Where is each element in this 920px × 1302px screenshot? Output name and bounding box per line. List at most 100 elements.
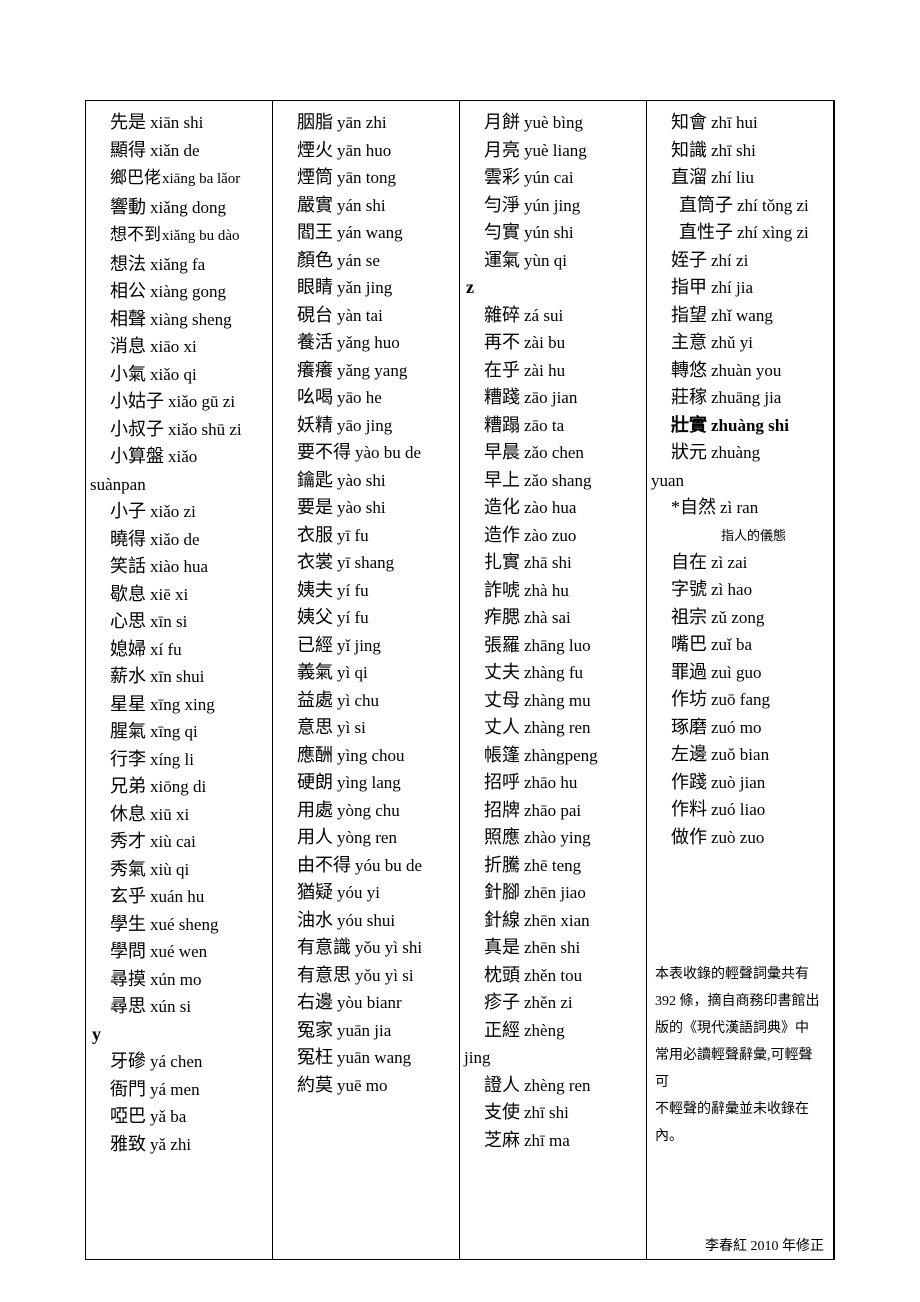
vocab-entry: 丈母zhàng mu xyxy=(464,687,642,715)
pinyin-text: yìng lang xyxy=(337,769,401,797)
pinyin-text: yuè bìng xyxy=(524,109,583,137)
vocab-entry: 歇息xiē xi xyxy=(90,581,268,609)
vocab-entry: 轉悠zhuàn you xyxy=(651,357,829,385)
vocab-entry: 造作zào zuo xyxy=(464,522,642,550)
hanzi-text: 有意識 xyxy=(297,934,351,962)
hanzi-text: 學生 xyxy=(110,911,146,939)
vocab-entry: 妖精yāo jing xyxy=(277,412,455,440)
vocab-entry: *自然zì ran xyxy=(651,494,829,522)
vocab-entry: 腥氣xīng qi xyxy=(90,718,268,746)
vocab-entry: 照應zhào ying xyxy=(464,824,642,852)
pinyin-text: zǔ zong xyxy=(711,604,764,632)
vocab-entry: 主意zhǔ yi xyxy=(651,329,829,357)
vocab-entry: 早晨zǎo chen xyxy=(464,439,642,467)
hanzi-text: 鑰匙 xyxy=(297,467,333,495)
pinyin-text: zhà hu xyxy=(524,577,569,605)
vocab-entry: 秀氣xiù qi xyxy=(90,856,268,884)
pinyin-text: zì hao xyxy=(711,576,752,604)
pinyin-text: zá sui xyxy=(524,302,563,330)
vocab-entry: 勻淨yún jing xyxy=(464,192,642,220)
vocab-entry: 有意思yǒu yì si xyxy=(277,962,455,990)
vocab-entry: 尋思xún si xyxy=(90,993,268,1021)
vocab-entry: 月餅yuè bìng xyxy=(464,109,642,137)
hanzi-text: 妖精 xyxy=(297,412,333,440)
hanzi-text: 約莫 xyxy=(297,1072,333,1100)
pinyin-text: xiǎo qi xyxy=(150,361,197,389)
pinyin-text: zhǐ wang xyxy=(711,302,773,330)
hanzi-text: 祖宗 xyxy=(671,604,707,632)
footnote-text: 392 條，摘自商務印書館出 xyxy=(651,988,829,1015)
pinyin-text: zhuāng jia xyxy=(711,384,781,412)
hanzi-text: 胭脂 xyxy=(297,109,333,137)
pinyin-text: zǎo shang xyxy=(524,467,592,495)
hanzi-text: 鄉巴佬 xyxy=(110,164,161,192)
hanzi-text: 丈母 xyxy=(484,687,520,715)
pinyin-text: xīng qi xyxy=(150,718,198,746)
hanzi-text: 心思 xyxy=(110,608,146,636)
pinyin-text: xiū xi xyxy=(150,801,189,829)
pinyin-text: yǎ zhi xyxy=(150,1131,191,1159)
hanzi-text: 早晨 xyxy=(484,439,520,467)
hanzi-text: 小姑子 xyxy=(110,388,164,416)
hanzi-text: 扎實 xyxy=(484,549,520,577)
hanzi-text: 養活 xyxy=(297,329,333,357)
vocab-entry: 早上zǎo shang xyxy=(464,467,642,495)
pinyin-text: xīn shui xyxy=(150,663,204,691)
pinyin-text: xiǎo gū zi xyxy=(168,388,235,416)
hanzi-text: 芝麻 xyxy=(484,1127,520,1155)
vocab-entry: 造化zào hua xyxy=(464,494,642,522)
pinyin-text: yì si xyxy=(337,714,366,742)
pinyin-text: yuān wang xyxy=(337,1044,411,1072)
hanzi-text: 小算盤 xyxy=(110,443,164,471)
hanzi-text: 詐唬 xyxy=(484,577,520,605)
hanzi-text: 歇息 xyxy=(110,581,146,609)
hanzi-text: 糟踐 xyxy=(484,384,520,412)
pinyin-text: yún jing xyxy=(524,192,580,220)
hanzi-text: 主意 xyxy=(671,329,707,357)
vocab-entry: 做作zuò zuo xyxy=(651,824,829,852)
hanzi-text: 針腳 xyxy=(484,879,520,907)
hanzi-text: 照應 xyxy=(484,824,520,852)
vocab-entry: 冤家yuān jia xyxy=(277,1017,455,1045)
vocab-entry: 嚴實yán shi xyxy=(277,192,455,220)
vocab-entry: 直筒子zhí tǒng zi xyxy=(651,192,829,220)
vocab-entry: 顯得xiǎn de xyxy=(90,137,268,165)
vocab-entry: 直性子zhí xìng zi xyxy=(651,219,829,247)
vocab-entry: 先是xiān shi xyxy=(90,109,268,137)
pinyin-text: zào zuo xyxy=(524,522,576,550)
vocab-entry: 雲彩yún cai xyxy=(464,164,642,192)
pinyin-text: zhuàng shi xyxy=(711,412,789,440)
hanzi-text: 癢癢 xyxy=(297,357,333,385)
vocab-entry: 用處yòng chu xyxy=(277,797,455,825)
vocab-entry: 姨夫yí fu xyxy=(277,577,455,605)
vocab-entry: 糟蹋zāo ta xyxy=(464,412,642,440)
vocab-entry: 小氣xiǎo qi xyxy=(90,361,268,389)
vocab-entry: 折騰zhē teng xyxy=(464,852,642,880)
pinyin-text: yào bu de xyxy=(355,439,421,467)
pinyin-text: zhuàng xyxy=(711,439,760,467)
vocab-entry: 養活yǎng huo xyxy=(277,329,455,357)
vocab-entry: 疹子zhěn zi xyxy=(464,989,642,1017)
hanzi-text: 牙磣 xyxy=(110,1048,146,1076)
hanzi-text: 尋思 xyxy=(110,993,146,1021)
pinyin-text: xiǎn de xyxy=(150,137,200,165)
hanzi-text: 糟蹋 xyxy=(484,412,520,440)
hanzi-text: 丈夫 xyxy=(484,659,520,687)
pinyin-text: yún cai xyxy=(524,164,574,192)
hanzi-text: 星星 xyxy=(110,691,146,719)
hanzi-text: 煙筒 xyxy=(297,164,333,192)
hanzi-text: 已經 xyxy=(297,632,333,660)
hanzi-text: 休息 xyxy=(110,801,146,829)
vocab-entry: 帳篷zhàngpeng xyxy=(464,742,642,770)
pinyin-text: xiǎo xyxy=(168,443,197,471)
pinyin-text: yǒu yì si xyxy=(355,962,414,990)
hanzi-text: *自然 xyxy=(671,494,716,522)
vocab-entry: 知會zhī hui xyxy=(651,109,829,137)
pinyin-text: xiào hua xyxy=(150,553,208,581)
vocab-entry: 指甲zhí jia xyxy=(651,274,829,302)
hanzi-text: 有意思 xyxy=(297,962,351,990)
pinyin-text: zhàng fu xyxy=(524,659,583,687)
column-2: 胭脂yān zhi煙火yān huo煙筒yān tong嚴實yán shi閻王y… xyxy=(273,101,460,1259)
pinyin-text: yòng ren xyxy=(337,824,397,852)
pinyin-text: yán shi xyxy=(337,192,386,220)
